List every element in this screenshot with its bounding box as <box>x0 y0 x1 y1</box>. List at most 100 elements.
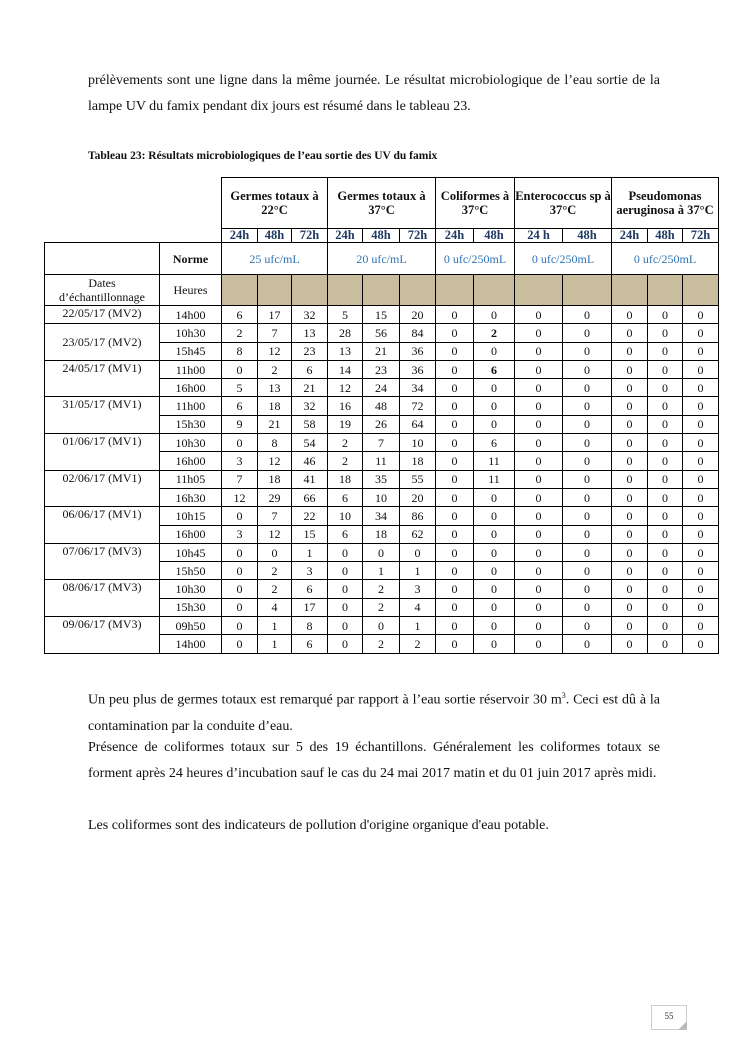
result-cell: 0 <box>473 524 515 544</box>
result-cell: 0 <box>435 359 474 380</box>
result-cell: 8 <box>221 341 258 361</box>
result-cell: 0 <box>327 616 363 636</box>
sample-time: 11h00 <box>159 396 222 416</box>
result-cell: 0 <box>647 451 683 471</box>
result-cell: 9 <box>221 414 258 435</box>
result-cell: 0 <box>473 579 515 599</box>
incubation-header: 48h <box>362 228 400 243</box>
result-cell: 0 <box>647 487 683 508</box>
result-cell: 0 <box>682 542 719 563</box>
norme-row: Norme 25 ufc/mL 20 ufc/mL 0 ufc/250mL 0 ufc/… <box>44 242 719 275</box>
result-cell: 0 <box>514 542 563 563</box>
sample-date: 22/05/17 (MV2) <box>44 304 160 325</box>
result-cell: 6 <box>473 433 515 453</box>
result-cell: 0 <box>473 414 515 435</box>
result-cell: 0 <box>562 597 612 618</box>
result-cell: 0 <box>647 396 683 416</box>
result-cell: 0 <box>562 378 612 398</box>
result-cell: 8 <box>257 433 292 453</box>
result-cell: 0 <box>647 616 683 636</box>
result-cell: 12 <box>257 451 292 471</box>
result-cell: 3 <box>399 579 436 599</box>
table-row: 22/05/17 (MV2) 14h00 6 17 32 5 15 20 0 0 0 0 0 0 0 <box>44 304 719 325</box>
sample-date: 01/06/17 (MV1) <box>44 433 160 471</box>
result-cell: 0 <box>514 616 563 636</box>
shaded-cell <box>362 274 400 306</box>
result-cell: 0 <box>514 396 563 416</box>
result-cell: 10 <box>327 506 363 526</box>
result-cell: 18 <box>362 524 400 544</box>
table-row: 15h30 0 4 17 0 2 4 0 0 0 0 0 0 0 <box>45 597 719 618</box>
result-cell: 7 <box>362 433 400 453</box>
incubation-header: 24h <box>611 228 648 243</box>
shaded-cell <box>682 274 719 306</box>
result-cell: 2 <box>473 323 515 343</box>
result-cell: 0 <box>647 469 683 489</box>
shaded-cell <box>473 274 515 306</box>
result-cell: 0 <box>473 487 515 508</box>
sample-date: 09/06/17 (MV3) <box>44 616 160 654</box>
sample-time: 10h45 <box>159 542 222 563</box>
incubation-header: 72h <box>682 228 719 243</box>
result-cell: 0 <box>514 378 563 398</box>
result-cell: 13 <box>257 378 292 398</box>
sample-date: 07/06/17 (MV3) <box>44 542 160 581</box>
result-cell: 0 <box>514 433 563 453</box>
group-header: Enterococcus sp à 37°C <box>514 177 612 229</box>
result-cell: 0 <box>473 396 515 416</box>
result-cell: 0 <box>647 323 683 343</box>
result-cell: 0 <box>682 579 719 599</box>
result-cell: 12 <box>257 524 292 544</box>
result-cell: 0 <box>562 414 612 435</box>
result-cell: 0 <box>647 378 683 398</box>
result-cell: 11 <box>473 451 515 471</box>
result-cell: 36 <box>399 359 436 380</box>
paragraph-text: . Ceci est dû à la contamination par la … <box>88 692 660 734</box>
result-cell: 2 <box>362 579 400 599</box>
superscript: 3 <box>561 691 566 700</box>
sample-time: 10h30 <box>159 433 222 453</box>
result-cell: 0 <box>562 542 612 563</box>
result-cell: 22 <box>291 506 328 526</box>
result-cell: 54 <box>291 433 328 453</box>
result-cell: 0 <box>327 634 363 654</box>
result-cell: 0 <box>221 542 258 563</box>
result-cell: 0 <box>514 304 563 325</box>
result-cell: 5 <box>327 304 363 325</box>
result-cell: 0 <box>682 414 719 435</box>
result-cell: 0 <box>562 396 612 416</box>
empty-cell <box>44 242 160 275</box>
result-cell: 0 <box>221 433 258 453</box>
shaded-cell <box>514 274 563 306</box>
result-cell: 0 <box>473 506 515 526</box>
result-cell: 0 <box>562 506 612 526</box>
result-cell: 2 <box>221 323 258 343</box>
result-cell: 86 <box>399 506 436 526</box>
norme-value: 20 ufc/mL <box>327 242 436 275</box>
result-cell: 0 <box>473 542 515 563</box>
result-cell: 1 <box>399 561 436 581</box>
result-cell: 0 <box>435 304 474 325</box>
result-cell: 0 <box>435 414 474 435</box>
result-cell: 0 <box>562 359 612 380</box>
sample-time: 15h30 <box>159 414 222 435</box>
result-cell: 0 <box>435 616 474 636</box>
result-cell: 18 <box>257 469 292 489</box>
result-cell: 56 <box>362 323 400 343</box>
result-cell: 0 <box>514 634 563 654</box>
norme-value: 0 ufc/250mL <box>611 242 719 275</box>
result-cell: 41 <box>291 469 328 489</box>
result-cell: 2 <box>362 597 400 618</box>
result-cell: 0 <box>435 634 474 654</box>
result-cell: 0 <box>473 634 515 654</box>
result-cell: 0 <box>435 323 474 343</box>
page-fold-icon <box>678 1021 687 1030</box>
result-cell: 0 <box>611 579 648 599</box>
result-cell: 0 <box>682 561 719 581</box>
result-cell: 0 <box>473 597 515 618</box>
result-cell: 15 <box>291 524 328 544</box>
result-cell: 15 <box>362 304 400 325</box>
result-cell: 0 <box>514 414 563 435</box>
result-cell: 0 <box>611 378 648 398</box>
result-cell: 0 <box>682 597 719 618</box>
